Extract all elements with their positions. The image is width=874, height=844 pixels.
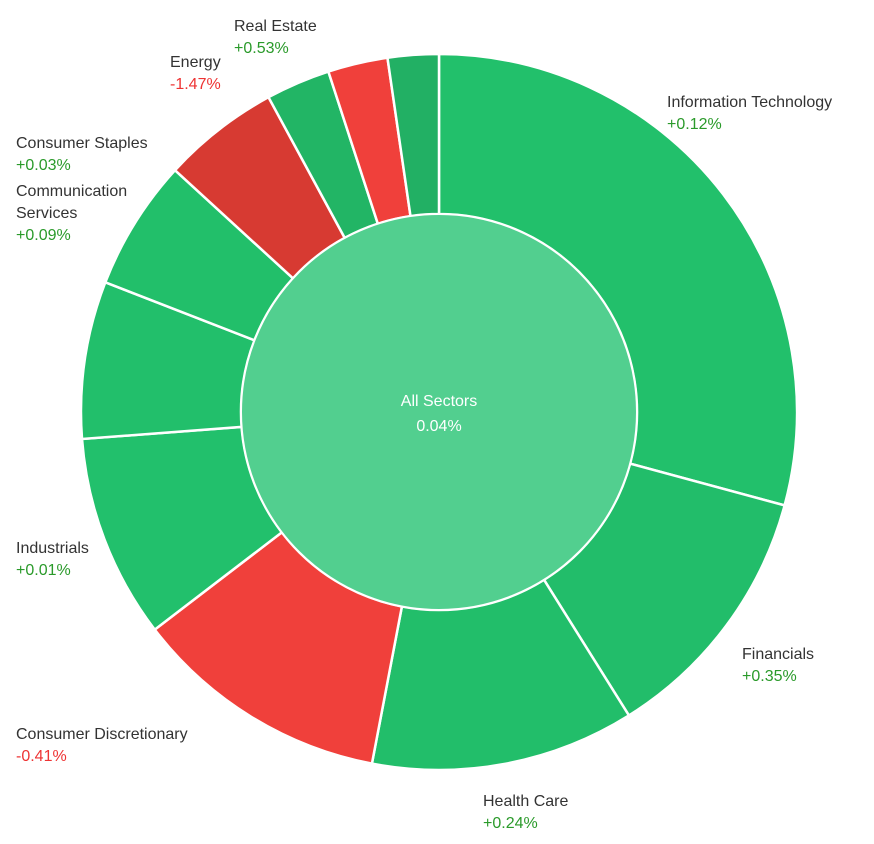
sector-slices <box>79 52 799 772</box>
label-real-estate: Real Estate <box>234 18 317 35</box>
center-label: All Sectors <box>401 393 477 410</box>
center-summary[interactable]: All Sectors 0.04% <box>240 213 638 611</box>
center-value: 0.04% <box>416 418 461 435</box>
value-financials: +0.35% <box>742 668 797 685</box>
label-energy: Energy <box>170 54 221 71</box>
label-communication-services-line-2: Services <box>16 205 77 222</box>
value-health-care: +0.24% <box>483 815 538 832</box>
value-communication-services: +0.09% <box>16 227 71 244</box>
value-energy: -1.47% <box>170 76 221 93</box>
label-consumer-staples: Consumer Staples <box>16 135 148 152</box>
label-health-care: Health Care <box>483 793 568 810</box>
label-consumer-discretionary: Consumer Discretionary <box>16 726 188 743</box>
label-financials: Financials <box>742 646 814 663</box>
label-communication-services-line-1: Communication <box>16 183 127 200</box>
sector-labels: Information Technology +0.12% Financials +0… <box>16 18 832 832</box>
value-real-estate: +0.53% <box>234 40 289 57</box>
center-circle[interactable] <box>240 213 638 611</box>
label-information-technology: Information Technology <box>667 94 832 111</box>
value-consumer-staples: +0.03% <box>16 157 71 174</box>
label-industrials: Industrials <box>16 540 89 557</box>
value-industrials: +0.01% <box>16 562 71 579</box>
value-consumer-discretionary: -0.41% <box>16 748 67 765</box>
value-information-technology: +0.12% <box>667 116 722 133</box>
